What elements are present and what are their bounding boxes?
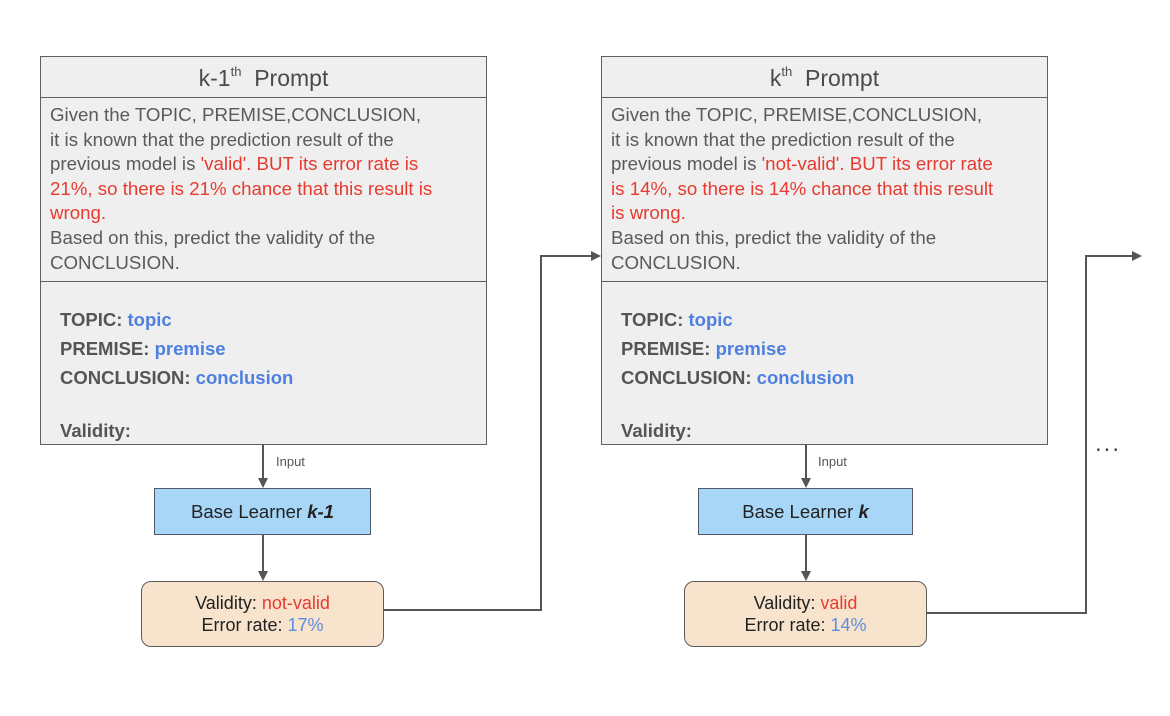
result-validity: Validity: not-valid — [142, 592, 383, 614]
instruction-line: Given the TOPIC, PREMISE,CONCLUSION, — [611, 104, 983, 125]
topic-value: topic — [688, 309, 733, 330]
instruction-line: Based on this, predict the validity of t… — [611, 226, 937, 248]
prompt-title-word: Prompt — [254, 65, 329, 91]
result-validity: Validity: valid — [685, 592, 926, 614]
learner-index: k — [858, 501, 869, 522]
feed-forward-arrow-1 — [384, 251, 601, 611]
instruction-line: is 14%, so there is 14% chance that this… — [611, 177, 994, 199]
conclusion-label: CONCLUSION: — [60, 367, 191, 388]
prompt-title-index: k-1 — [198, 65, 231, 91]
instruction-error-text: 'valid'. BUT its error rate is — [200, 153, 419, 175]
premise-field: PREMISE: premise — [60, 334, 293, 363]
premise-label: PREMISE: — [60, 338, 150, 359]
topic-label: TOPIC: — [621, 309, 684, 330]
instruction-text: previous model is — [50, 153, 201, 175]
topic-field: TOPIC: topic — [621, 305, 854, 334]
result-error-rate: Error rate: 14% — [685, 614, 926, 636]
result-validity-value: valid — [820, 593, 858, 613]
instruction-line: CONCLUSION. — [611, 251, 741, 273]
result-error-label: Error rate: — [201, 615, 288, 635]
topic-field: TOPIC: topic — [60, 305, 293, 334]
premise-value: premise — [154, 338, 226, 359]
result-error-label: Error rate: — [744, 615, 831, 635]
result-error-rate: Error rate: 17% — [142, 614, 383, 636]
prompt-title: k-1th Prompt — [41, 57, 486, 98]
prompt-title: kth Prompt — [602, 57, 1047, 98]
prompt-box-k-1: k-1th Prompt Given the TOPIC, PREMISE,CO… — [40, 56, 487, 445]
instruction-line: previous model is 'not-valid'. BUT its e… — [611, 152, 1047, 177]
result-validity-label: Validity: — [195, 593, 262, 613]
instruction-line: is wrong. — [611, 202, 686, 224]
input-label: Input — [818, 454, 847, 469]
feed-forward-arrow-2 — [927, 251, 1142, 614]
instruction-line: Given the TOPIC, PREMISE,CONCLUSION, — [50, 104, 422, 125]
topic-value: topic — [127, 309, 172, 330]
prompt-title-sup: th — [230, 64, 242, 79]
prompt-divider — [41, 281, 486, 282]
premise-label: PREMISE: — [621, 338, 711, 359]
instruction-line: Based on this, predict the validity of t… — [50, 226, 376, 248]
continuation-ellipsis: ... — [1095, 430, 1122, 457]
prompt-title-word: Prompt — [804, 65, 880, 91]
instruction-line: CONCLUSION. — [50, 251, 180, 273]
instruction-line: it is known that the prediction result o… — [611, 128, 955, 150]
instruction-line: it is known that the prediction result o… — [50, 128, 394, 150]
learner-index: k-1 — [307, 501, 334, 522]
result-error-value: 17% — [287, 615, 324, 635]
result-box-k: Validity: valid Error rate: 14% — [684, 581, 927, 647]
instruction-error-text: 'not-valid'. BUT its error rate — [761, 153, 993, 175]
result-validity-label: Validity: — [753, 593, 821, 613]
prompt-instruction: Given the TOPIC, PREMISE,CONCLUSION, it … — [50, 103, 486, 275]
prompt-title-sup: th — [781, 64, 793, 79]
conclusion-field: CONCLUSION: conclusion — [60, 363, 293, 392]
topic-label: TOPIC: — [60, 309, 123, 330]
prompt-box-k: kth Prompt Given the TOPIC, PREMISE,CONC… — [601, 56, 1048, 445]
instruction-line: wrong. — [50, 202, 107, 224]
base-learner-k: Base Learner k — [698, 488, 913, 535]
base-learner-k-1: Base Learner k-1 — [154, 488, 371, 535]
conclusion-value: conclusion — [195, 367, 294, 388]
instruction-line: previous model is 'valid'. BUT its error… — [50, 152, 486, 177]
premise-value: premise — [715, 338, 787, 359]
prompt-fields: TOPIC: topic PREMISE: premise CONCLUSION… — [60, 305, 293, 392]
result-error-value: 14% — [830, 615, 867, 635]
learner-label: Base Learner — [742, 501, 859, 522]
premise-field: PREMISE: premise — [621, 334, 854, 363]
prompt-fields: TOPIC: topic PREMISE: premise CONCLUSION… — [621, 305, 854, 392]
conclusion-value: conclusion — [756, 367, 855, 388]
instruction-text: previous model is — [611, 153, 762, 175]
result-validity-value: not-valid — [261, 593, 330, 613]
learner-label: Base Learner — [191, 501, 308, 522]
validity-field: Validity: — [60, 420, 131, 441]
input-label: Input — [276, 454, 305, 469]
result-box-k-1: Validity: not-valid Error rate: 17% — [141, 581, 384, 647]
prompt-instruction: Given the TOPIC, PREMISE,CONCLUSION, it … — [611, 103, 1047, 275]
instruction-line: 21%, so there is 21% chance that this re… — [50, 177, 433, 199]
conclusion-field: CONCLUSION: conclusion — [621, 363, 854, 392]
prompt-title-index: k — [769, 65, 782, 91]
prompt-divider — [602, 281, 1047, 282]
conclusion-label: CONCLUSION: — [621, 367, 752, 388]
validity-field: Validity: — [621, 420, 692, 441]
